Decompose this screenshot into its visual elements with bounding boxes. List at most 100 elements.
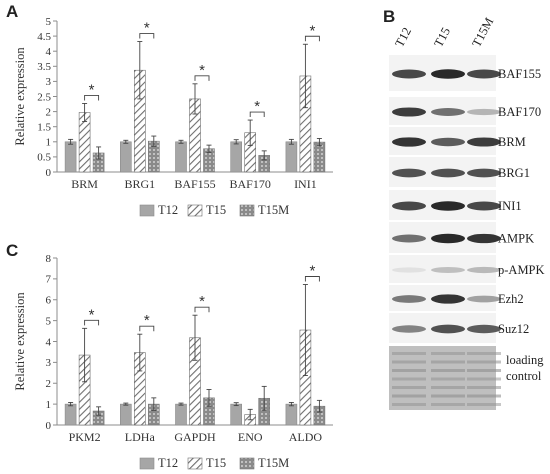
loading-band — [431, 352, 465, 355]
loading-band — [392, 403, 426, 406]
category-label: LDHa — [125, 430, 156, 444]
y-tick-label: 3.5 — [37, 61, 51, 73]
loading-band — [392, 386, 426, 389]
chart-panel-a: 0 0.5 1 1.5 2 2.5 3 3.5 4 4.5 5 Relative expression… — [13, 16, 333, 217]
blot-band — [431, 137, 465, 147]
protein-label: loading — [506, 353, 544, 367]
protein-label: AMPK — [498, 232, 534, 246]
blot-band — [392, 137, 426, 147]
protein-label: Ezh2 — [498, 292, 524, 306]
significance-bracket — [304, 276, 320, 282]
loading-band — [467, 352, 501, 355]
blot-row: Ezh2 — [389, 285, 524, 311]
bar-t12 — [285, 141, 298, 173]
category-label: ALDO — [289, 430, 323, 444]
blot-band — [467, 266, 501, 274]
blot-band — [467, 233, 501, 244]
blot-band — [431, 267, 465, 273]
blot-band — [392, 325, 426, 333]
bar-t12 — [230, 141, 242, 173]
blot-row: AMPK — [389, 222, 534, 253]
legend-label: T15 — [206, 456, 226, 470]
lane-label: T15 — [431, 25, 453, 49]
y-tick-label: 4 — [46, 46, 52, 58]
legend-label: T15M — [258, 203, 289, 217]
bar-t12 — [64, 141, 77, 173]
category-label: ENO — [238, 430, 263, 444]
blot-band — [467, 137, 501, 147]
blot-band — [431, 168, 465, 178]
significance-bracket — [139, 33, 155, 39]
significance-star: * — [199, 62, 205, 79]
blot-band — [392, 234, 426, 243]
blot-band — [392, 69, 426, 79]
loading-band — [431, 360, 465, 364]
loading-band — [431, 403, 465, 406]
y-tick-label: 1 — [46, 137, 52, 149]
blot-band — [467, 324, 501, 334]
blot-band — [467, 108, 501, 116]
legend-swatch — [187, 204, 203, 217]
bar-t12 — [120, 403, 132, 426]
blot-band — [431, 108, 465, 116]
y-tick-label: 3 — [46, 76, 52, 88]
loading-band — [467, 386, 501, 389]
category-label: BRG1 — [124, 177, 155, 191]
category-label: PKM2 — [69, 430, 101, 444]
blot-band — [467, 69, 501, 79]
blot-row: INI1 — [389, 190, 522, 220]
loading-band — [467, 403, 501, 406]
loading-band — [392, 369, 426, 372]
legend-label: T12 — [158, 203, 178, 217]
blot-band — [431, 69, 465, 79]
chart-panel-c: 0 1 2 3 4 5 6 7 8 Relative expression PKM2 * LDHa * GA… — [13, 253, 333, 470]
significance-bracket — [304, 35, 320, 42]
blot-band — [467, 168, 501, 178]
blot-band — [392, 267, 426, 273]
blot-band — [392, 295, 426, 303]
blot-band — [392, 168, 426, 178]
y-tick-label: 0 — [46, 420, 52, 432]
y-tick-label: 4 — [46, 336, 52, 348]
significance-star: * — [309, 263, 315, 280]
blot-band — [467, 295, 501, 303]
y-tick-label: 1.5 — [37, 122, 51, 134]
category-label: BAF170 — [230, 177, 271, 191]
category-label: GAPDH — [174, 430, 216, 444]
y-tick-label: 7 — [46, 274, 52, 286]
y-tick-label: 2.5 — [37, 91, 51, 103]
protein-label: BRG1 — [498, 166, 530, 180]
significance-bracket — [84, 94, 100, 101]
panel-label-c: C — [6, 241, 18, 260]
blot-row: loading control — [389, 346, 544, 410]
protein-label: BRM — [498, 135, 526, 149]
y-tick-label: 1 — [46, 399, 52, 411]
y-tick-label: 8 — [46, 253, 52, 265]
y-tick-label: 3 — [46, 357, 52, 369]
loading-band — [467, 394, 501, 398]
significance-bracket — [139, 325, 155, 332]
legend-label: T12 — [158, 456, 178, 470]
y-tick-label: 0.5 — [37, 152, 51, 164]
blot-row: BRM — [389, 127, 526, 155]
bar-t12 — [64, 403, 77, 426]
blot-band — [431, 324, 465, 334]
legend-label: T15M — [258, 456, 289, 470]
blot-band — [431, 201, 465, 211]
significance-bracket — [249, 111, 265, 118]
significance-star: * — [254, 98, 260, 115]
category-label: BRM — [71, 177, 98, 191]
legend-swatch — [239, 204, 255, 217]
bar-t12 — [120, 141, 132, 173]
legend-swatch — [139, 457, 155, 470]
y-tick-label: 6 — [46, 295, 52, 307]
legend-swatch — [187, 457, 203, 470]
loading-band — [431, 377, 465, 381]
lane-label: T15M — [469, 15, 496, 49]
significance-star: * — [144, 312, 150, 329]
blot-row: Suz12 — [389, 313, 529, 343]
bar-t12 — [230, 403, 242, 426]
protein-label: INI1 — [498, 199, 522, 213]
loading-band — [467, 369, 501, 372]
